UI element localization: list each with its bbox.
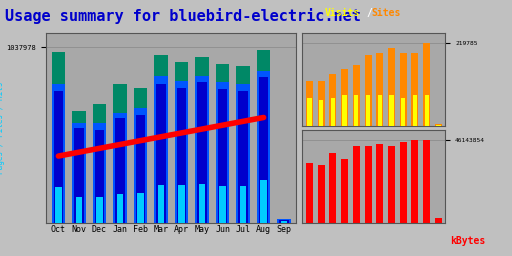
Bar [366, 95, 370, 126]
Bar [154, 76, 167, 223]
Bar [54, 91, 63, 223]
Bar [134, 88, 147, 223]
Bar [390, 95, 394, 126]
Bar [72, 123, 86, 223]
Bar [237, 66, 250, 223]
Bar [113, 113, 126, 223]
Bar [117, 194, 123, 223]
Bar [260, 180, 267, 223]
Bar [329, 74, 336, 126]
Bar [137, 193, 144, 223]
Bar [219, 186, 226, 223]
Bar [378, 95, 382, 126]
Bar [376, 144, 383, 223]
Bar [74, 128, 84, 223]
Bar [388, 48, 395, 126]
Bar [237, 84, 250, 223]
Bar [423, 140, 430, 223]
Bar [278, 219, 291, 223]
Bar [435, 218, 442, 223]
Bar [412, 53, 418, 126]
Bar [307, 98, 311, 126]
Bar [341, 69, 348, 126]
Bar [154, 55, 167, 223]
Bar [354, 95, 358, 126]
Bar [238, 91, 248, 223]
Bar [177, 88, 186, 223]
Bar [424, 95, 429, 126]
Bar [216, 82, 229, 223]
Bar [400, 53, 407, 126]
Bar [353, 65, 360, 126]
Bar [240, 186, 246, 223]
Text: Sites: Sites [371, 8, 400, 18]
Bar [52, 52, 65, 223]
Bar [95, 130, 104, 223]
Text: /: / [366, 8, 372, 18]
Bar [197, 82, 207, 223]
Y-axis label: Pages / Files / Hits: Pages / Files / Hits [0, 82, 5, 174]
Bar [55, 187, 62, 223]
Bar [280, 220, 289, 223]
Bar [72, 111, 86, 223]
Bar [52, 84, 65, 223]
Bar [331, 98, 335, 126]
Bar [353, 146, 360, 223]
Bar [134, 108, 147, 223]
Bar [412, 140, 418, 223]
Bar [178, 185, 185, 223]
Text: kBytes: kBytes [451, 236, 486, 246]
Bar [376, 53, 383, 126]
Bar [388, 146, 395, 223]
Text: Visits: Visits [325, 8, 360, 18]
Bar [76, 197, 82, 223]
Bar [423, 43, 430, 126]
Bar [365, 146, 372, 223]
Bar [435, 124, 442, 126]
Bar [158, 185, 164, 223]
Bar [257, 50, 270, 223]
Bar [216, 64, 229, 223]
Bar [93, 123, 106, 223]
Bar [175, 81, 188, 223]
Bar [196, 76, 209, 223]
Bar [329, 153, 336, 223]
Bar [365, 55, 372, 126]
Bar [306, 81, 313, 126]
Bar [196, 57, 209, 223]
Bar [319, 100, 323, 126]
Bar [115, 118, 125, 223]
Bar [175, 62, 188, 223]
Bar [96, 197, 103, 223]
Bar [156, 84, 166, 223]
Bar [400, 142, 407, 223]
Bar [317, 165, 325, 223]
Bar [281, 221, 287, 223]
Bar [317, 81, 325, 126]
Bar [343, 95, 347, 126]
Bar [257, 71, 270, 223]
Bar [136, 115, 145, 223]
Bar [259, 77, 268, 223]
Bar [278, 219, 291, 223]
Bar [306, 163, 313, 223]
Bar [93, 104, 106, 223]
Text: Usage summary for bluebird-electric.net: Usage summary for bluebird-electric.net [5, 8, 361, 24]
Bar [341, 159, 348, 223]
Bar [199, 184, 205, 223]
Bar [401, 98, 406, 126]
Bar [113, 84, 126, 223]
Bar [218, 89, 227, 223]
Bar [413, 95, 417, 126]
Bar [436, 125, 440, 126]
